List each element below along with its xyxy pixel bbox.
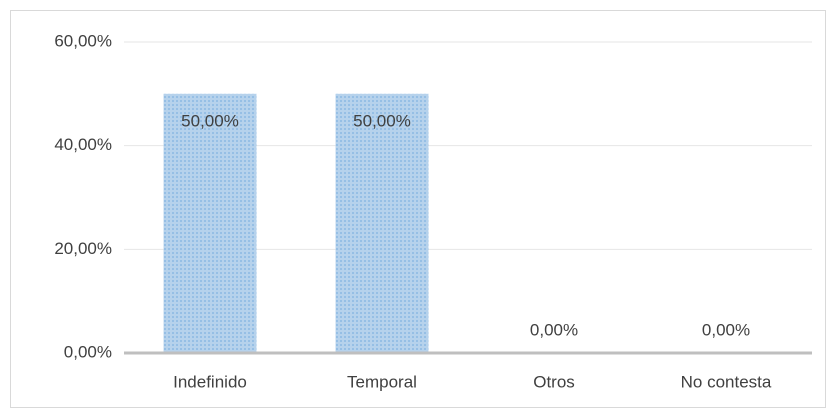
data-label: 50,00%: [353, 111, 411, 130]
y-tick-label: 40,00%: [54, 135, 112, 154]
x-tick-label: Otros: [533, 372, 575, 391]
bar-texture: [335, 93, 429, 353]
y-tick-label: 20,00%: [54, 239, 112, 258]
x-tick-label: Temporal: [347, 372, 417, 391]
x-tick-label: No contesta: [681, 372, 772, 391]
data-label: 0,00%: [530, 320, 578, 339]
y-tick-label: 0,00%: [64, 342, 112, 361]
data-label: 0,00%: [702, 320, 750, 339]
bar-texture: [163, 93, 257, 353]
x-tick-label: Indefinido: [173, 372, 247, 391]
data-label: 50,00%: [181, 111, 239, 130]
y-tick-label: 60,00%: [54, 31, 112, 50]
